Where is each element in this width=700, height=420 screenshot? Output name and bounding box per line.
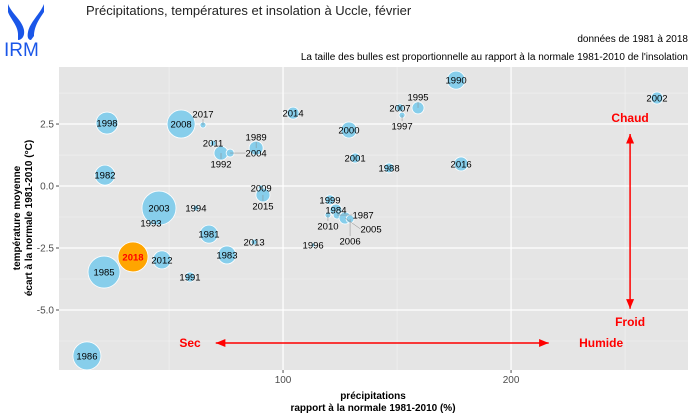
annotation-chaud: Chaud (611, 111, 648, 125)
label-leader-lines (202, 101, 419, 236)
arrow-head-icon (626, 133, 635, 144)
logo-swirl-left (8, 4, 25, 40)
bubble-label-2016: 2016 (451, 159, 472, 170)
bubble-1988 (383, 162, 395, 174)
bubble-label-1995: 1995 (407, 92, 428, 103)
bubble-label-1985: 1985 (93, 268, 114, 279)
logo-swirl-right (27, 4, 44, 40)
bubble-label-1983: 1983 (216, 250, 237, 261)
bubble-1982 (94, 164, 116, 186)
bubble-1986 (72, 341, 102, 371)
bubble-2011 (209, 139, 217, 147)
bubble-label-2017: 2017 (192, 110, 213, 121)
x-axis-title-1: précipitations (340, 391, 406, 402)
x-axis-title-2: rapport à la normale 1981-2010 (%) (290, 403, 455, 414)
chart-title: Précipitations, températures et insolati… (86, 3, 412, 18)
bubble-label-2001: 2001 (345, 153, 366, 164)
bubble-2002 (650, 91, 664, 105)
bubble-label-1988: 1988 (378, 163, 399, 174)
arrow-head-icon (626, 299, 635, 309)
bubble-1998 (95, 111, 119, 135)
grid-lines (59, 67, 688, 370)
bubble-2014 (286, 106, 300, 120)
bubble-label-2010: 2010 (317, 222, 338, 233)
bubble-label-2012: 2012 (151, 255, 172, 266)
arrow-head-icon (539, 338, 549, 347)
y-tick-label: -5.0 (37, 305, 55, 316)
y-axis-title-1: température moyenne (12, 165, 23, 270)
bubble-label-1996: 1996 (303, 241, 324, 252)
bubble-label-2018: 2018 (122, 252, 143, 263)
bubble-label-2014: 2014 (282, 109, 303, 120)
bubble-label-2004: 2004 (246, 149, 267, 160)
bubble-label-2015: 2015 (252, 201, 273, 212)
label-leader-line (344, 217, 361, 230)
bubble-label-2011: 2011 (203, 139, 223, 150)
bubble-1996 (310, 242, 316, 248)
annotations: Chaud Froid Sec Humide (179, 111, 648, 350)
bubble-label-1993: 1993 (140, 218, 161, 229)
bubble-2013 (250, 238, 258, 246)
arrow-head-icon (215, 338, 226, 347)
y-tick-label: -2.5 (37, 244, 55, 255)
annotation-froid: Froid (615, 315, 645, 329)
bubble-label-1992: 1992 (210, 160, 231, 171)
y-axis-title-2: écart à la normale 1981-2010 (°C) (24, 140, 35, 296)
bubble-1991 (184, 271, 196, 283)
bubble-label-2005: 2005 (360, 225, 381, 236)
bubble-2000 (340, 121, 358, 139)
bubble-label-1981: 1981 (198, 230, 219, 241)
bubble-2018 (117, 241, 149, 273)
x-tick-label: 100 (275, 375, 292, 386)
irm-logo: IRM (4, 4, 44, 61)
axis-ticks: 100 200 2.5 0.0 -2.5 -5.0 (37, 120, 520, 386)
bubble-label-2002: 2002 (646, 93, 667, 104)
bubble-label-1990: 1990 (446, 76, 467, 87)
bubble-label-2006: 2006 (340, 236, 361, 247)
bubble-1990 (446, 70, 466, 90)
bubble-label-1999: 1999 (319, 195, 340, 206)
bubble-label-1984: 1984 (325, 206, 346, 217)
bubble-2008 (166, 109, 196, 139)
bubble-label-1991: 1991 (179, 273, 200, 284)
y-tick-label: 0.0 (40, 182, 54, 193)
bubble-2001 (349, 152, 361, 164)
chart-subtitle-bubbles: La taille des bulles est proportionnelle… (301, 52, 688, 63)
bubble-label-1994: 1994 (185, 204, 206, 215)
annotation-sec: Sec (179, 336, 201, 350)
bubble-2016 (453, 156, 469, 172)
chart-subtitle-period: données de 1981 à 2018 (577, 34, 688, 45)
bubble-1981 (199, 224, 219, 244)
bubble-label-2013: 2013 (244, 238, 265, 249)
bubble-label-1987: 1987 (353, 211, 374, 222)
bubble-label-1982: 1982 (94, 171, 115, 182)
bubble-2003 (141, 190, 177, 226)
bubble-label-2008: 2008 (171, 120, 192, 131)
y-tick-label: 2.5 (40, 120, 54, 131)
bubble-label-2003: 2003 (148, 204, 169, 215)
bubble-1983 (217, 245, 237, 265)
bubble-label-2007: 2007 (389, 103, 410, 114)
bubble-label-1998: 1998 (96, 119, 117, 130)
annotation-humide: Humide (579, 336, 623, 350)
x-tick-label: 200 (503, 375, 520, 386)
bubble-2012 (152, 250, 172, 270)
bubble-1993 (148, 220, 154, 226)
bubble-label-1986: 1986 (76, 351, 97, 362)
bubble-1985 (87, 255, 121, 289)
logo-text: IRM (4, 40, 39, 61)
bubble-label-1989: 1989 (246, 133, 267, 144)
bubble-label-2000: 2000 (338, 125, 359, 136)
bubble-label-2009: 2009 (251, 184, 272, 195)
bubble-1994 (192, 204, 200, 212)
bubble-2007 (395, 103, 405, 113)
bubble-1999 (324, 194, 336, 206)
bubble-label-1997: 1997 (391, 122, 412, 133)
